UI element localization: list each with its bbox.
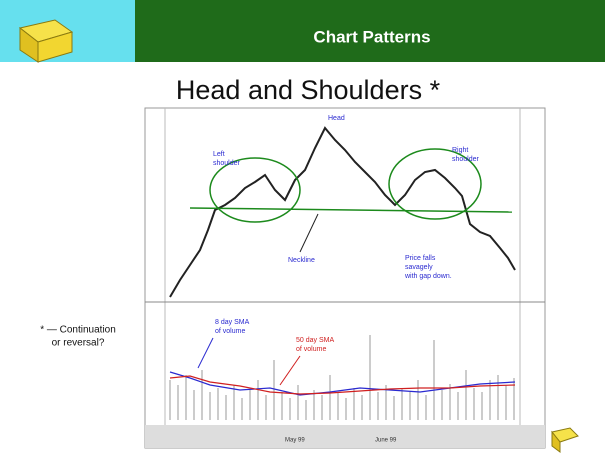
annotation: Neckline: [288, 257, 315, 264]
pointer: [197, 337, 214, 369]
note-line: * — Continuation: [40, 325, 116, 336]
annotation: of volume: [215, 328, 245, 335]
annotation: of volume: [296, 346, 326, 353]
price-line: [169, 126, 516, 298]
note-line: or reversal?: [52, 338, 105, 349]
pointer: [299, 213, 319, 253]
annotation: Right: [452, 147, 468, 154]
date-strip: [145, 425, 545, 448]
pointer: [279, 355, 301, 386]
annotation: shoulder: [213, 160, 241, 167]
annotation: 50 day SMA: [296, 337, 334, 344]
month-label: June 99: [375, 438, 397, 444]
side-note: * — Continuation or reversal?: [40, 325, 116, 349]
annotation: Head: [328, 115, 345, 122]
annotation: shoulder: [452, 156, 480, 163]
sma50-line: [169, 375, 516, 395]
left-shoulder-ring: [209, 157, 301, 223]
annotation: Price falls: [405, 255, 436, 262]
annotation: savagely: [405, 264, 433, 271]
box-icon-small: [551, 427, 579, 453]
annotation: 8 day SMA: [215, 319, 250, 326]
slide-title: Head and Shoulders *: [176, 75, 441, 105]
stock-chart: Left shoulder Head Right shoulder Neckli…: [144, 107, 546, 449]
header-title: Chart Patterns: [313, 27, 430, 46]
neckline: [189, 207, 513, 213]
chart-frame: [144, 107, 546, 449]
box-icon: [18, 19, 74, 63]
month-label: May 99: [285, 438, 305, 444]
volume-bars: [169, 335, 515, 420]
annotation: with gap down.: [404, 273, 452, 280]
annotation: Left: [213, 151, 225, 158]
header-bar: [135, 0, 605, 62]
right-shoulder-ring: [388, 148, 482, 220]
